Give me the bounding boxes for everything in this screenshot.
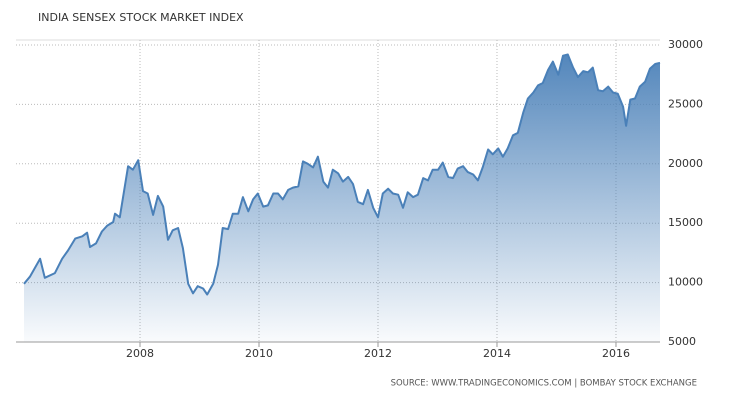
chart-title: INDIA SENSEX STOCK MARKET INDEX [38,11,244,24]
line [23,53,661,296]
x-tick-label: 2008 [126,347,154,360]
y-tick-label: 30000 [668,38,703,51]
y-tick-label: 15000 [668,216,703,229]
area-fill [24,54,660,342]
x-tick-label: 2010 [245,347,273,360]
x-tick-label: 2016 [602,347,630,360]
y-tick-label: 5000 [668,335,696,348]
y-tick-label: 25000 [668,97,703,110]
x-tick-label: 2012 [364,347,392,360]
y-tick-label: 10000 [668,276,703,289]
y-tick-label: 20000 [668,157,703,170]
source-note: SOURCE: WWW.TRADINGECONOMICS.COM | BOMBA… [391,379,697,389]
x-tick-label: 2014 [483,347,511,360]
